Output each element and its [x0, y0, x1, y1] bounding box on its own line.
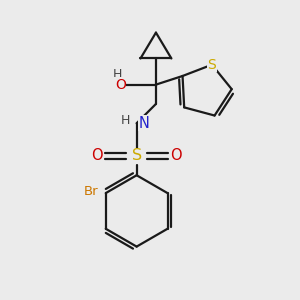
- Text: O: O: [170, 148, 182, 164]
- Text: Br: Br: [84, 185, 99, 198]
- Text: S: S: [208, 58, 216, 72]
- Text: O: O: [91, 148, 103, 164]
- Text: N: N: [139, 116, 149, 131]
- Text: O: O: [115, 78, 126, 92]
- Text: S: S: [132, 148, 142, 164]
- Text: H: H: [121, 114, 130, 128]
- Text: H: H: [112, 68, 122, 81]
